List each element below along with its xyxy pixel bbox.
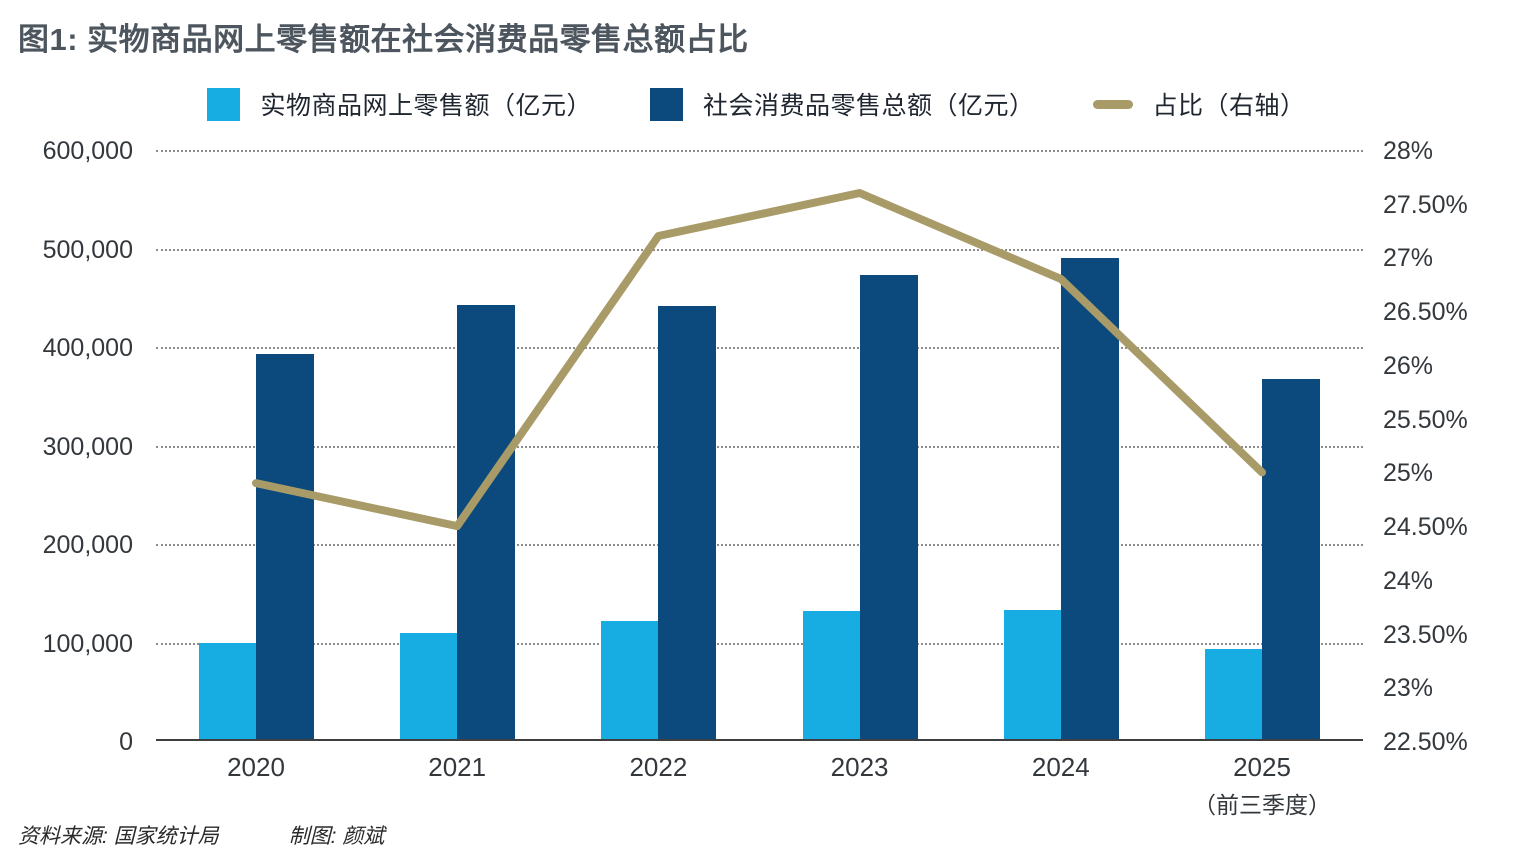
ratio-line bbox=[252, 189, 1266, 531]
x-axis-label-2025: 2025 bbox=[1233, 752, 1291, 782]
bar-total-retail-2020 bbox=[256, 353, 314, 739]
legend-item-total-retail: 社会消费品零售总额（亿元） bbox=[649, 86, 1035, 122]
x-axis-label-2024: 2024 bbox=[1031, 752, 1090, 782]
x-axis-label-2023: 2023 bbox=[830, 752, 889, 782]
left-axis-tick: 100,000 bbox=[42, 629, 133, 658]
bar-total-retail-2024 bbox=[1060, 258, 1119, 739]
left-axis-tick: 400,000 bbox=[42, 334, 133, 362]
left-axis-tick: 600,000 bbox=[42, 137, 133, 165]
legend-label: 占比（右轴） bbox=[1152, 92, 1306, 120]
right-axis-tick: 23% bbox=[1383, 674, 1434, 703]
bar-total-retail-2025 bbox=[1262, 378, 1320, 739]
bar-online-retail-2021 bbox=[400, 632, 458, 739]
ratio-polyline bbox=[252, 189, 1266, 531]
x-axis-label-2020: 2020 bbox=[227, 752, 285, 782]
bar-online-retail-2024 bbox=[1003, 609, 1061, 739]
author-credit: 制图: 颜斌 bbox=[288, 825, 385, 848]
right-axis-tick: 24.50% bbox=[1383, 513, 1468, 542]
legend-label: 社会消费品零售总额（亿元） bbox=[702, 92, 1035, 120]
gridline bbox=[156, 544, 1363, 546]
left-axis-tick: 200,000 bbox=[42, 531, 133, 559]
source-credit: 资料来源: 国家统计局 bbox=[18, 825, 219, 848]
right-axis-tick: 26% bbox=[1383, 351, 1434, 380]
gridline bbox=[156, 347, 1363, 349]
right-axis-tick: 26.50% bbox=[1383, 298, 1468, 327]
bar-total-retail-2023 bbox=[859, 275, 918, 739]
gridline bbox=[156, 248, 1363, 251]
right-axis-tick: 23.50% bbox=[1383, 620, 1468, 649]
left-axis-tick: 0 bbox=[119, 728, 133, 756]
legend-swatch-light-blue bbox=[207, 87, 241, 121]
right-axis-tick: 24% bbox=[1383, 566, 1434, 595]
gridline bbox=[156, 642, 1363, 645]
legend-item-ratio: 占比（右轴） bbox=[1092, 86, 1306, 122]
bar-online-retail-2020 bbox=[199, 642, 256, 739]
plot-area bbox=[156, 150, 1363, 741]
bar-online-retail-2023 bbox=[802, 610, 860, 739]
x-axis-sublabel: （前三季度） bbox=[1193, 792, 1331, 818]
right-axis-tick: 22.50% bbox=[1383, 728, 1468, 756]
x-axis-label-2022: 2022 bbox=[629, 752, 688, 782]
bar-total-retail-2021 bbox=[457, 304, 516, 739]
chart-title: 图1: 实物商品网上零售额在社会消费品零售总额占比 bbox=[18, 22, 749, 57]
gridline bbox=[156, 445, 1363, 448]
right-axis-tick: 27.50% bbox=[1383, 190, 1468, 219]
bar-online-retail-2022 bbox=[601, 621, 659, 739]
right-axis-tick: 25.50% bbox=[1383, 405, 1468, 434]
legend-swatch-dark-blue bbox=[649, 87, 683, 121]
legend-line-marker bbox=[1092, 99, 1133, 109]
left-axis-tick: 500,000 bbox=[42, 235, 133, 264]
legend-item-online-retail: 实物商品网上零售额（亿元） bbox=[207, 86, 592, 122]
bar-online-retail-2025 bbox=[1205, 649, 1262, 739]
right-axis-tick: 27% bbox=[1383, 244, 1434, 273]
legend-label: 实物商品网上零售额（亿元） bbox=[260, 92, 592, 120]
gridline bbox=[156, 150, 1363, 152]
bar-total-retail-2022 bbox=[658, 305, 717, 739]
legend: 实物商品网上零售额（亿元） 社会消费品零售总额（亿元） 占比（右轴） bbox=[150, 84, 1363, 124]
footer: 资料来源: 国家统计局 制图: 颜斌 bbox=[18, 820, 384, 850]
left-axis-tick: 300,000 bbox=[42, 432, 133, 461]
right-axis-tick: 28% bbox=[1383, 137, 1434, 165]
x-axis-label-2021: 2021 bbox=[428, 752, 487, 782]
right-axis-tick: 25% bbox=[1383, 459, 1434, 488]
